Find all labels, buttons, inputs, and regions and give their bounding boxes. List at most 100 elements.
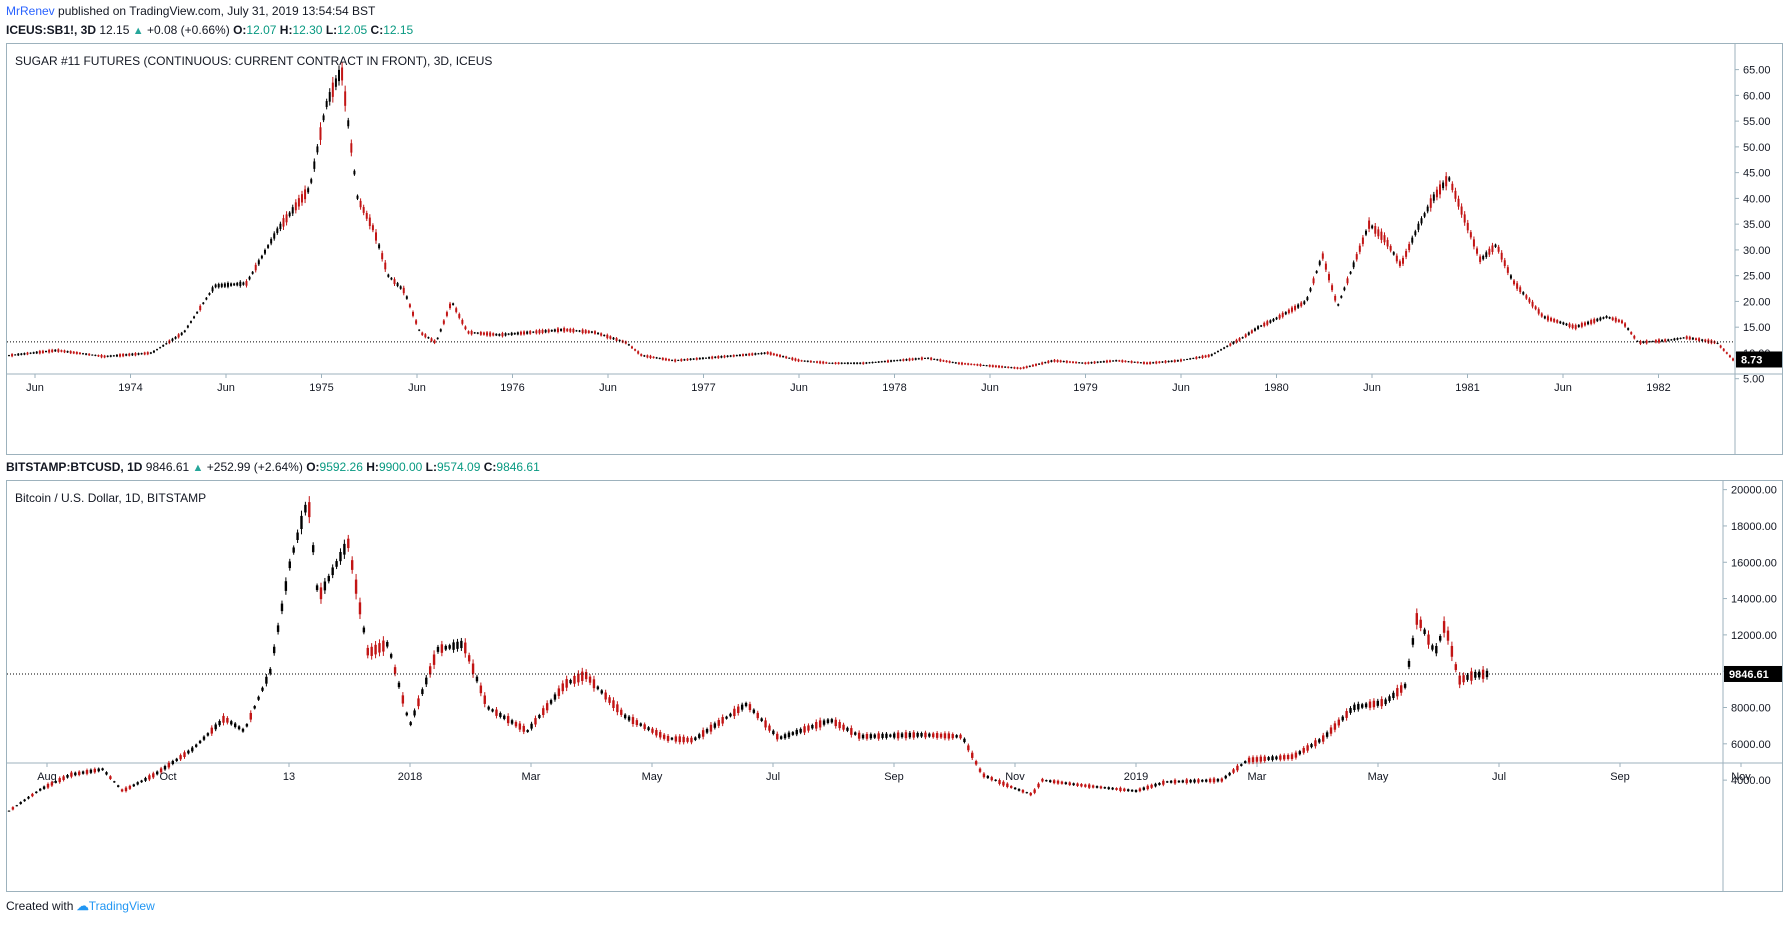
candle-body — [912, 732, 915, 738]
candle-body — [985, 365, 988, 367]
candle-body — [175, 758, 178, 762]
candle-body — [159, 347, 162, 349]
btc-low-label: L: — [425, 460, 437, 474]
candle-body — [1072, 361, 1075, 363]
candle-body — [1476, 248, 1479, 254]
candle-body — [479, 685, 483, 694]
candle-body — [575, 330, 578, 332]
candle-body — [1371, 225, 1374, 229]
candle-body — [1670, 339, 1673, 341]
candle-body — [523, 331, 526, 335]
candle-body — [760, 352, 763, 355]
candle-body — [998, 780, 1001, 784]
sugar-chart-svg[interactable]: 5.0010.0015.0020.0025.0030.0035.0040.004… — [7, 44, 1782, 454]
candle-body — [1411, 237, 1414, 243]
candle-body — [470, 331, 473, 335]
y-tick-label: 8000.00 — [1731, 703, 1771, 715]
candle-body — [623, 714, 627, 719]
author-link[interactable]: MrRenev — [6, 4, 55, 18]
candle-body — [347, 538, 350, 549]
candle-body — [1577, 324, 1580, 328]
candle-body — [304, 504, 307, 513]
candle-body — [1380, 699, 1383, 707]
candle-body — [211, 287, 214, 292]
candle-body — [328, 92, 331, 102]
candle-body — [1166, 781, 1169, 783]
candle-body — [32, 352, 35, 354]
candle-body — [917, 358, 920, 360]
sugar-ohlc-bar: ICEUS:SB1!, 3D 12.15 ▲ +0.08 (+0.66%) O:… — [6, 23, 413, 37]
candle-body — [35, 791, 38, 794]
candle-body — [756, 712, 759, 719]
candle-body — [1303, 301, 1306, 304]
candle-body — [74, 772, 77, 776]
candle-body — [1408, 244, 1411, 251]
x-tick-label: Jun — [790, 382, 808, 394]
btc-symbol[interactable]: BITSTAMP:BTCUSD, 1D — [6, 460, 143, 474]
footer: Created with ☁TradingView — [6, 899, 155, 913]
btc-chart-panel[interactable]: Bitcoin / U.S. Dollar, 1D, BITSTAMP 4000… — [6, 480, 1783, 892]
candle-body — [1357, 703, 1360, 710]
candle-body — [300, 515, 303, 530]
candle-body — [923, 357, 926, 359]
candle-body — [393, 667, 397, 674]
candle-body — [119, 354, 122, 357]
candle-body — [1627, 328, 1630, 330]
candle-body — [871, 361, 874, 364]
candle-body — [428, 666, 432, 675]
candle-body — [803, 360, 806, 362]
candle-body — [455, 308, 458, 312]
candle-body — [1642, 341, 1645, 344]
candle-body — [606, 334, 609, 339]
candle-body — [140, 353, 143, 355]
candle-body — [1038, 363, 1041, 365]
candle-body — [134, 353, 137, 356]
candle-body — [563, 328, 566, 332]
candle-body — [1232, 769, 1235, 773]
candle-body — [924, 732, 927, 738]
candle-body — [1253, 328, 1256, 331]
candle-body — [751, 353, 754, 356]
candle-body — [1427, 634, 1430, 645]
candle-body — [1423, 629, 1426, 634]
x-tick-label: 1982 — [1646, 382, 1670, 394]
btc-chart-svg[interactable]: 4000.006000.008000.0010000.0012000.00140… — [7, 481, 1782, 891]
candle-body — [1075, 361, 1078, 364]
candle-body — [651, 728, 654, 733]
candle-body — [498, 334, 501, 336]
candle-body — [1192, 357, 1195, 359]
btc-close: 9846.61 — [496, 460, 540, 474]
candle-body — [1377, 229, 1380, 237]
candle-body — [834, 719, 837, 727]
candle-body — [103, 355, 106, 358]
candle-body — [737, 706, 740, 713]
sugar-chart-title: SUGAR #11 FUTURES (CONTINUOUS: CURRENT C… — [15, 54, 493, 68]
candle-body — [242, 282, 245, 285]
candle-body — [766, 351, 769, 355]
tradingview-brand-link[interactable]: TradingView — [88, 899, 155, 913]
candle-body — [1259, 756, 1263, 762]
candle-body — [1080, 784, 1083, 787]
sugar-chart-panel[interactable]: SUGAR #11 FUTURES (CONTINUOUS: CURRENT C… — [6, 43, 1783, 455]
candle-body — [331, 567, 334, 576]
candle-body — [1290, 307, 1293, 312]
tradingview-logo-icon[interactable]: ☁ — [76, 899, 89, 913]
candle-body — [1050, 360, 1053, 362]
candle-body — [592, 679, 596, 689]
candle-body — [698, 734, 701, 738]
candle-body — [1146, 785, 1149, 790]
candle-body — [418, 329, 421, 331]
candle-body — [1146, 362, 1149, 365]
candle-body — [374, 644, 377, 655]
candle-body — [955, 735, 958, 738]
y-tick-label: 60.00 — [1743, 90, 1771, 102]
candle-body — [1392, 252, 1395, 255]
candle-body — [1016, 367, 1019, 369]
sugar-symbol[interactable]: ICEUS:SB1!, 3D — [6, 23, 97, 37]
candle-body — [1223, 347, 1226, 349]
candle-body — [1210, 354, 1213, 356]
candle-body — [581, 671, 584, 681]
candle-body — [825, 362, 828, 364]
candle-body — [927, 357, 930, 359]
candle-body — [1275, 756, 1278, 760]
